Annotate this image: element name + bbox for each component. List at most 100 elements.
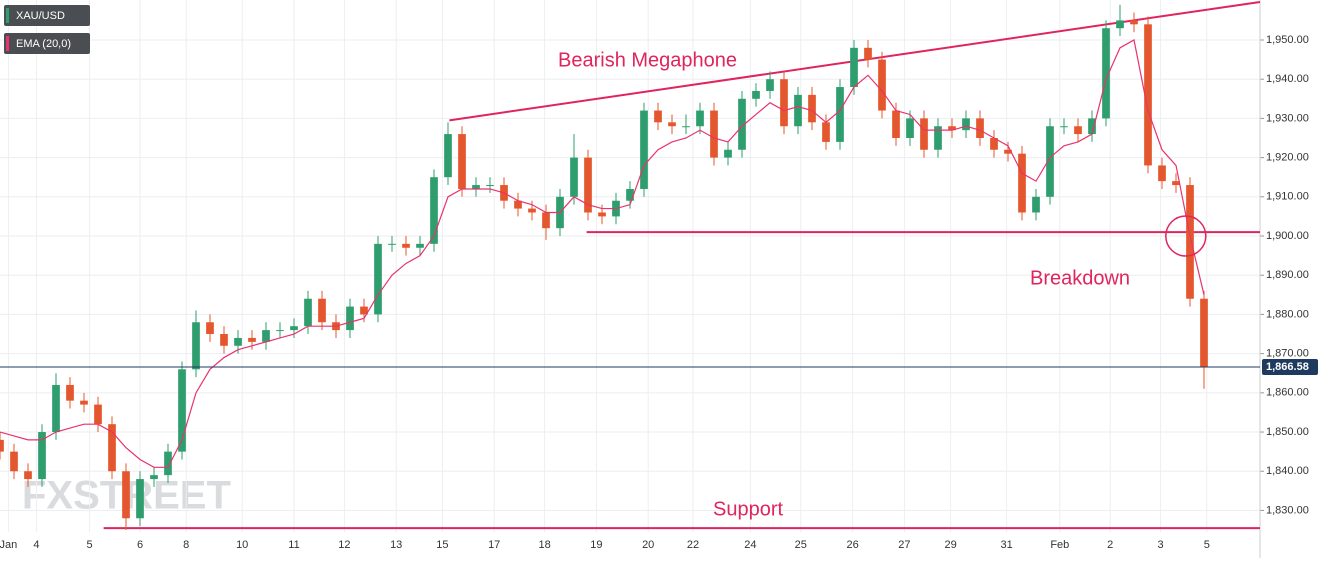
candle-body bbox=[94, 404, 102, 425]
x-tick-label: 27 bbox=[898, 539, 910, 551]
candle-body bbox=[696, 110, 704, 127]
x-tick-label: 6 bbox=[137, 539, 143, 551]
candle-body bbox=[850, 47, 858, 88]
y-tick-label: 1,910.00 bbox=[1266, 191, 1309, 203]
legend-label: EMA (20,0) bbox=[16, 38, 71, 50]
candle-body bbox=[486, 185, 494, 187]
candle-body bbox=[626, 188, 634, 201]
x-tick-label: 20 bbox=[642, 539, 654, 551]
candle-body bbox=[864, 47, 872, 60]
x-tick-label: 12 bbox=[338, 539, 350, 551]
legend-swatch bbox=[6, 36, 9, 51]
candle-body bbox=[1130, 20, 1138, 25]
candle-body bbox=[1018, 153, 1026, 213]
candle-body bbox=[682, 126, 690, 128]
candle-body bbox=[66, 384, 74, 401]
candle-body bbox=[360, 306, 368, 315]
candle-body bbox=[836, 87, 844, 142]
legend-box bbox=[4, 5, 90, 26]
candle-body bbox=[458, 134, 466, 189]
legend-item: XAU/USD bbox=[4, 5, 90, 26]
annotation: Bearish Megaphone bbox=[558, 49, 737, 71]
candle-body bbox=[234, 337, 242, 346]
candle-body bbox=[192, 322, 200, 370]
candle-body bbox=[24, 471, 32, 480]
legend-label: XAU/USD bbox=[16, 10, 65, 22]
candle-body bbox=[122, 471, 130, 519]
candle-body bbox=[738, 98, 746, 150]
candle-body bbox=[248, 337, 256, 342]
candle-body bbox=[1116, 20, 1124, 29]
candle-body bbox=[598, 212, 606, 217]
candle-body bbox=[892, 110, 900, 138]
candle-body bbox=[724, 149, 732, 158]
legend-swatch bbox=[6, 8, 9, 23]
candle-body bbox=[290, 326, 298, 331]
candle-body bbox=[710, 110, 718, 158]
candle-body bbox=[1004, 149, 1012, 154]
y-tick-label: 1,920.00 bbox=[1266, 152, 1309, 164]
candle-body bbox=[1158, 165, 1166, 182]
candle-body bbox=[10, 451, 18, 472]
x-tick-label: 5 bbox=[87, 539, 93, 551]
y-tick-label: 1,830.00 bbox=[1266, 504, 1309, 516]
candle-body bbox=[570, 157, 578, 197]
candle-body bbox=[780, 79, 788, 127]
y-tick-label: 1,840.00 bbox=[1266, 465, 1309, 477]
y-tick-label: 1,880.00 bbox=[1266, 308, 1309, 320]
candle-body bbox=[990, 137, 998, 150]
y-tick-label: 1,860.00 bbox=[1266, 387, 1309, 399]
y-tick-label: 1,950.00 bbox=[1266, 34, 1309, 46]
candle-body bbox=[178, 369, 186, 452]
x-tick-label: 24 bbox=[744, 539, 756, 551]
candle-body bbox=[640, 110, 648, 189]
candle-body bbox=[794, 94, 802, 127]
candle-body bbox=[388, 243, 396, 245]
y-tick-label: 1,850.00 bbox=[1266, 426, 1309, 438]
legend-item: EMA (20,0) bbox=[4, 33, 90, 54]
candle-body bbox=[962, 118, 970, 131]
annotation: Support bbox=[713, 498, 783, 520]
candle-body bbox=[514, 200, 522, 209]
x-tick-label: 31 bbox=[1000, 539, 1012, 551]
x-tick-label: 26 bbox=[846, 539, 858, 551]
candle-body bbox=[934, 126, 942, 150]
x-tick-label: 19 bbox=[590, 539, 602, 551]
x-tick-label: 17 bbox=[488, 539, 500, 551]
candle-body bbox=[402, 243, 410, 248]
x-tick-label: 29 bbox=[944, 539, 956, 551]
candle-body bbox=[38, 432, 46, 480]
candle-body bbox=[136, 479, 144, 519]
candle-body bbox=[262, 330, 270, 342]
candle-body bbox=[1046, 126, 1054, 197]
candle-body bbox=[1172, 181, 1180, 186]
candle-body bbox=[206, 322, 214, 335]
candle-body bbox=[1186, 185, 1194, 299]
annotation: Breakdown bbox=[1030, 267, 1130, 289]
y-tick-label: 1,940.00 bbox=[1266, 73, 1309, 85]
ema-line bbox=[0, 39, 1205, 468]
x-tick-label: 2 bbox=[1107, 539, 1113, 551]
x-tick-label: 25 bbox=[795, 539, 807, 551]
candle-body bbox=[752, 90, 760, 99]
candle-body bbox=[318, 298, 326, 323]
candle-body bbox=[878, 59, 886, 111]
x-tick-label: 22 bbox=[687, 539, 699, 551]
candle-body bbox=[108, 424, 116, 472]
candle-body bbox=[920, 118, 928, 150]
x-tick-label: 15 bbox=[436, 539, 448, 551]
x-tick-label: 10 bbox=[236, 539, 248, 551]
candle-body bbox=[472, 185, 480, 189]
current-price-label: 1,866.58 bbox=[1266, 361, 1309, 373]
candle-body bbox=[0, 439, 4, 452]
candle-body bbox=[1074, 126, 1082, 135]
candle-body bbox=[1088, 118, 1096, 135]
candle-body bbox=[416, 243, 424, 248]
candle-body bbox=[1144, 24, 1152, 166]
candle-body bbox=[52, 384, 60, 433]
y-tick-label: 1,900.00 bbox=[1266, 230, 1309, 242]
candle-body bbox=[528, 208, 536, 213]
current-price-box bbox=[1262, 359, 1318, 376]
